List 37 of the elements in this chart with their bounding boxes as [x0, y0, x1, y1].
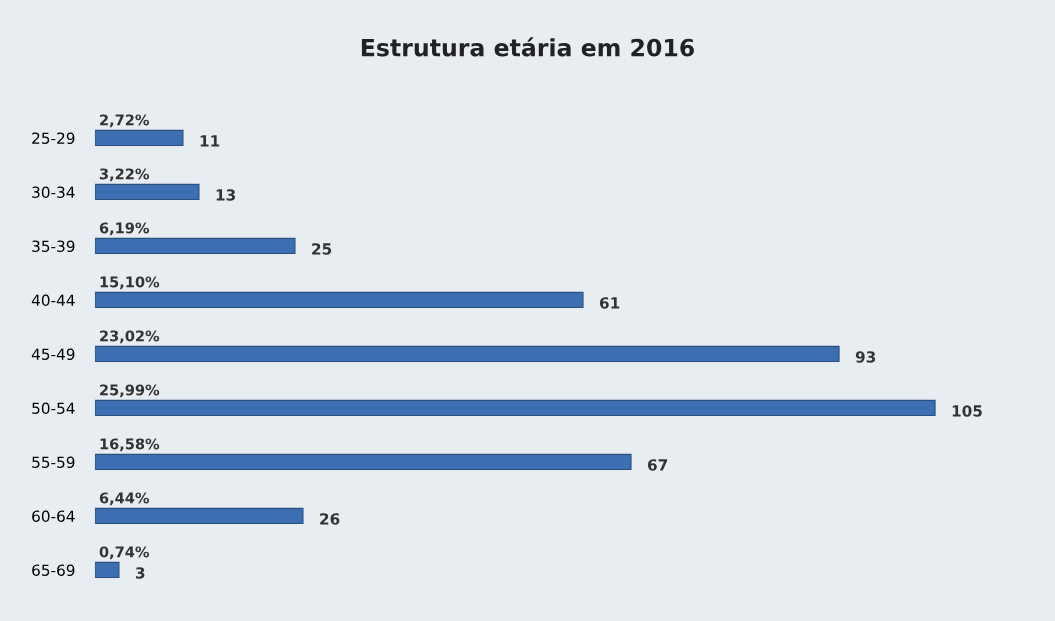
annotation: 3,22%: [99, 168, 150, 182]
bar: [94, 507, 304, 525]
data-label: 11: [200, 135, 220, 147]
data-label: 93: [855, 351, 876, 363]
data-label: 13: [216, 189, 236, 201]
y-tick-label: 50-54: [32, 402, 75, 414]
bar: [94, 291, 584, 309]
data-label: 26: [320, 513, 340, 525]
annotation: 15,10%: [100, 276, 160, 290]
y-tick-label: 25-29: [32, 132, 75, 144]
annotation: 23,02%: [100, 330, 160, 344]
bar: [94, 399, 936, 417]
bar: [94, 129, 184, 147]
y-tick-label: 60-64: [32, 510, 75, 522]
data-label: 67: [647, 459, 668, 471]
bar: [94, 453, 632, 471]
bar: [94, 345, 840, 363]
annotation: 2,72%: [100, 114, 150, 128]
y-tick-label: 30-34: [32, 186, 75, 198]
bar: [94, 561, 120, 579]
y-tick-label: 45-49: [31, 348, 75, 360]
data-label: 25: [312, 243, 332, 255]
bar: [94, 237, 296, 255]
data-label: 105: [952, 405, 982, 417]
annotation: 16,58%: [100, 438, 160, 452]
annotation: 6,44%: [99, 492, 150, 506]
chart-title: Estrutura etária em 2016: [361, 37, 694, 57]
y-tick-label: 35-39: [32, 240, 75, 252]
y-tick-label: 40-44: [31, 294, 75, 306]
annotation: 6,19%: [99, 222, 150, 236]
bar: [94, 183, 200, 201]
y-tick-label: 65-69: [32, 564, 75, 576]
annotation: 0,74%: [99, 546, 150, 560]
y-tick-label: 55-59: [32, 456, 75, 468]
data-label: 61: [599, 297, 620, 309]
annotation: 25,99%: [100, 384, 160, 398]
data-label: 3: [135, 567, 145, 579]
